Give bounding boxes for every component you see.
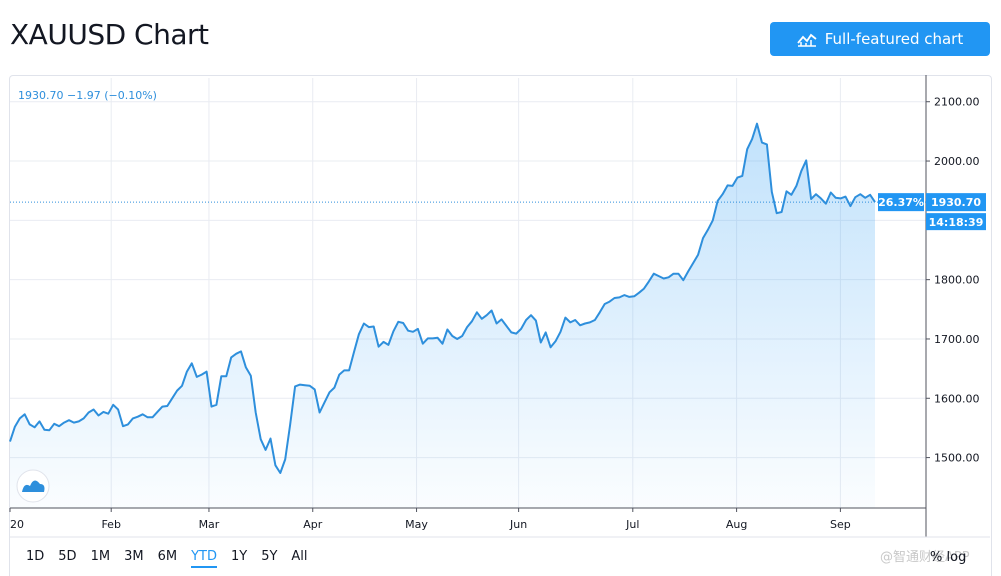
- log-toggle[interactable]: log: [946, 550, 967, 565]
- y-tick-label: 2100.00: [934, 96, 980, 109]
- percent-toggle[interactable]: %: [930, 550, 943, 565]
- last-price-badge: [926, 193, 986, 212]
- y-axis-tick-labels: 1500.001600.001700.001800.001900.002000.…: [926, 96, 980, 465]
- x-tick-label: Sep: [830, 518, 851, 531]
- x-tick-label: Apr: [303, 518, 323, 531]
- scale-toggle[interactable]: % log: [930, 550, 966, 565]
- price-area-fill: [10, 123, 875, 508]
- x-axis-tick-labels: 20 Feb Mar Apr May Jun Jul Aug Sep: [9, 508, 851, 531]
- range-button-1m[interactable]: 1M: [90, 549, 111, 564]
- price-line: [9, 122, 876, 474]
- last-price-label: 1930.70: [931, 196, 981, 209]
- range-button-6m[interactable]: 6M: [157, 549, 178, 564]
- range-button-5d[interactable]: 5D: [58, 549, 77, 564]
- x-tick-label: Feb: [101, 518, 120, 531]
- watermark: @智通财经APP: [880, 550, 970, 565]
- y-tick-label: 1700.00: [934, 333, 980, 346]
- chart-icon: [797, 33, 817, 47]
- y-tick-label: 1600.00: [934, 392, 980, 405]
- countdown-label: 14:18:39: [929, 216, 984, 229]
- percent-change-badge: [878, 193, 924, 212]
- range-button-3m[interactable]: 3M: [124, 549, 144, 564]
- full-featured-chart-label: Full-featured chart: [824, 30, 964, 48]
- range-button-5y[interactable]: 5Y: [261, 549, 278, 564]
- price-legend: 1930.70 −1.97 (−0.10%): [18, 89, 157, 102]
- range-button-1d[interactable]: 1D: [26, 549, 45, 564]
- y-tick-label: 2000.00: [934, 155, 980, 168]
- range-button-ytd[interactable]: YTD: [191, 549, 217, 568]
- x-tick-label: Mar: [199, 518, 220, 531]
- page-title: XAUUSD Chart: [10, 18, 209, 51]
- x-tick-label: Aug: [726, 518, 747, 531]
- x-tick-label: May: [405, 518, 428, 531]
- range-button-1y[interactable]: 1Y: [230, 549, 248, 564]
- x-tick-label: Jul: [625, 518, 639, 531]
- x-tick-label: Jun: [509, 518, 527, 531]
- percent-change-label: 26.37%: [878, 196, 924, 209]
- y-tick-label: 1800.00: [934, 274, 980, 287]
- logo-icon[interactable]: [16, 469, 50, 503]
- x-tick-label: 20: [10, 518, 24, 531]
- chart-container[interactable]: [9, 75, 992, 576]
- countdown-badge: [926, 213, 986, 231]
- axes: [10, 75, 990, 538]
- full-featured-chart-button[interactable]: Full-featured chart: [770, 22, 990, 56]
- range-button-all[interactable]: All: [291, 549, 308, 564]
- range-selector: 1D 5D 1M 3M 6M YTD 1Y 5Y All: [26, 549, 322, 568]
- y-tick-label: 1500.00: [934, 452, 980, 465]
